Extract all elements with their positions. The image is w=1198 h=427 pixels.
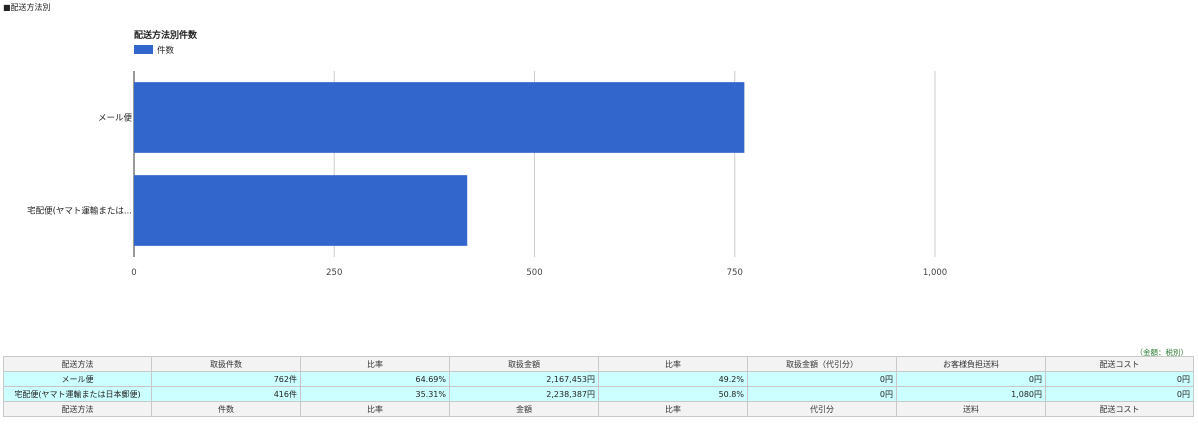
x-tick-label: 250 — [326, 268, 342, 278]
header-cell: お客様負担送料 — [896, 356, 1046, 372]
header-cell: 取扱件数 — [151, 356, 301, 372]
footer-cell: 件数 — [151, 401, 301, 417]
footer-cell: 配送方法 — [3, 401, 152, 417]
header-cell: 比率 — [300, 356, 450, 372]
header-cell: 取扱金額（代引分） — [747, 356, 897, 372]
cell-amount: 2,238,387円 — [449, 386, 599, 402]
delivery-summary-table: 配送方法 取扱件数 比率 取扱金額 比率 取扱金額（代引分） お客様負担送料 配… — [3, 356, 1194, 417]
x-tick-label: 500 — [526, 268, 542, 278]
cell-method: 宅配便(ヤマト運輸または日本郵便) — [3, 386, 152, 402]
category-label: 宅配便(ヤマト運輸または... — [27, 206, 132, 217]
bar — [134, 175, 468, 246]
cell-cod-amount: 0円 — [747, 371, 897, 387]
cell-ratio: 35.31% — [300, 386, 450, 402]
x-tick-label: 0 — [131, 268, 136, 278]
amount-note: （金額：税別） — [1135, 348, 1189, 357]
footer-cell: 配送コスト — [1045, 401, 1194, 417]
footer-cell: 金額 — [449, 401, 599, 417]
cell-method: メール便 — [3, 371, 152, 387]
cell-shipping-cost: 0円 — [1045, 371, 1194, 387]
header-cell: 取扱金額 — [449, 356, 599, 372]
table-footer-row: 配送方法 件数 比率 金額 比率 代引分 送料 配送コスト — [3, 401, 1194, 417]
x-tick-label: 750 — [727, 268, 743, 278]
table-header-row: 配送方法 取扱件数 比率 取扱金額 比率 取扱金額（代引分） お客様負担送料 配… — [3, 356, 1194, 372]
footer-cell: 送料 — [896, 401, 1046, 417]
section-label: ■配送方法別 — [3, 3, 51, 12]
footer-cell: 比率 — [598, 401, 748, 417]
chart-title: 配送方法別件数 — [134, 29, 198, 41]
cell-cod-amount: 0円 — [747, 386, 897, 402]
cell-amount-ratio: 50.8% — [598, 386, 748, 402]
category-label: メール便 — [98, 113, 133, 124]
table-row: 宅配便(ヤマト運輸または日本郵便) 416件 35.31% 2,238,387円… — [3, 386, 1194, 402]
cell-count: 762件 — [151, 371, 301, 387]
legend-swatch — [134, 45, 153, 54]
cell-amount: 2,167,453円 — [449, 371, 599, 387]
x-tick-label: 1,000 — [923, 268, 947, 278]
footer-cell: 比率 — [300, 401, 450, 417]
cell-shipping-cost: 0円 — [1045, 386, 1194, 402]
cell-amount-ratio: 49.2% — [598, 371, 748, 387]
header-cell: 比率 — [598, 356, 748, 372]
table-row: メール便 762件 64.69% 2,167,453円 49.2% 0円 0円 … — [3, 371, 1194, 387]
cell-customer-shipping: 1,080円 — [896, 386, 1046, 402]
footer-cell: 代引分 — [747, 401, 897, 417]
legend-label: 件数 — [157, 45, 175, 56]
cell-count: 416件 — [151, 386, 301, 402]
cell-customer-shipping: 0円 — [896, 371, 1046, 387]
bar — [134, 82, 745, 153]
header-cell: 配送方法 — [3, 356, 152, 372]
header-cell: 配送コスト — [1045, 356, 1194, 372]
cell-ratio: 64.69% — [300, 371, 450, 387]
